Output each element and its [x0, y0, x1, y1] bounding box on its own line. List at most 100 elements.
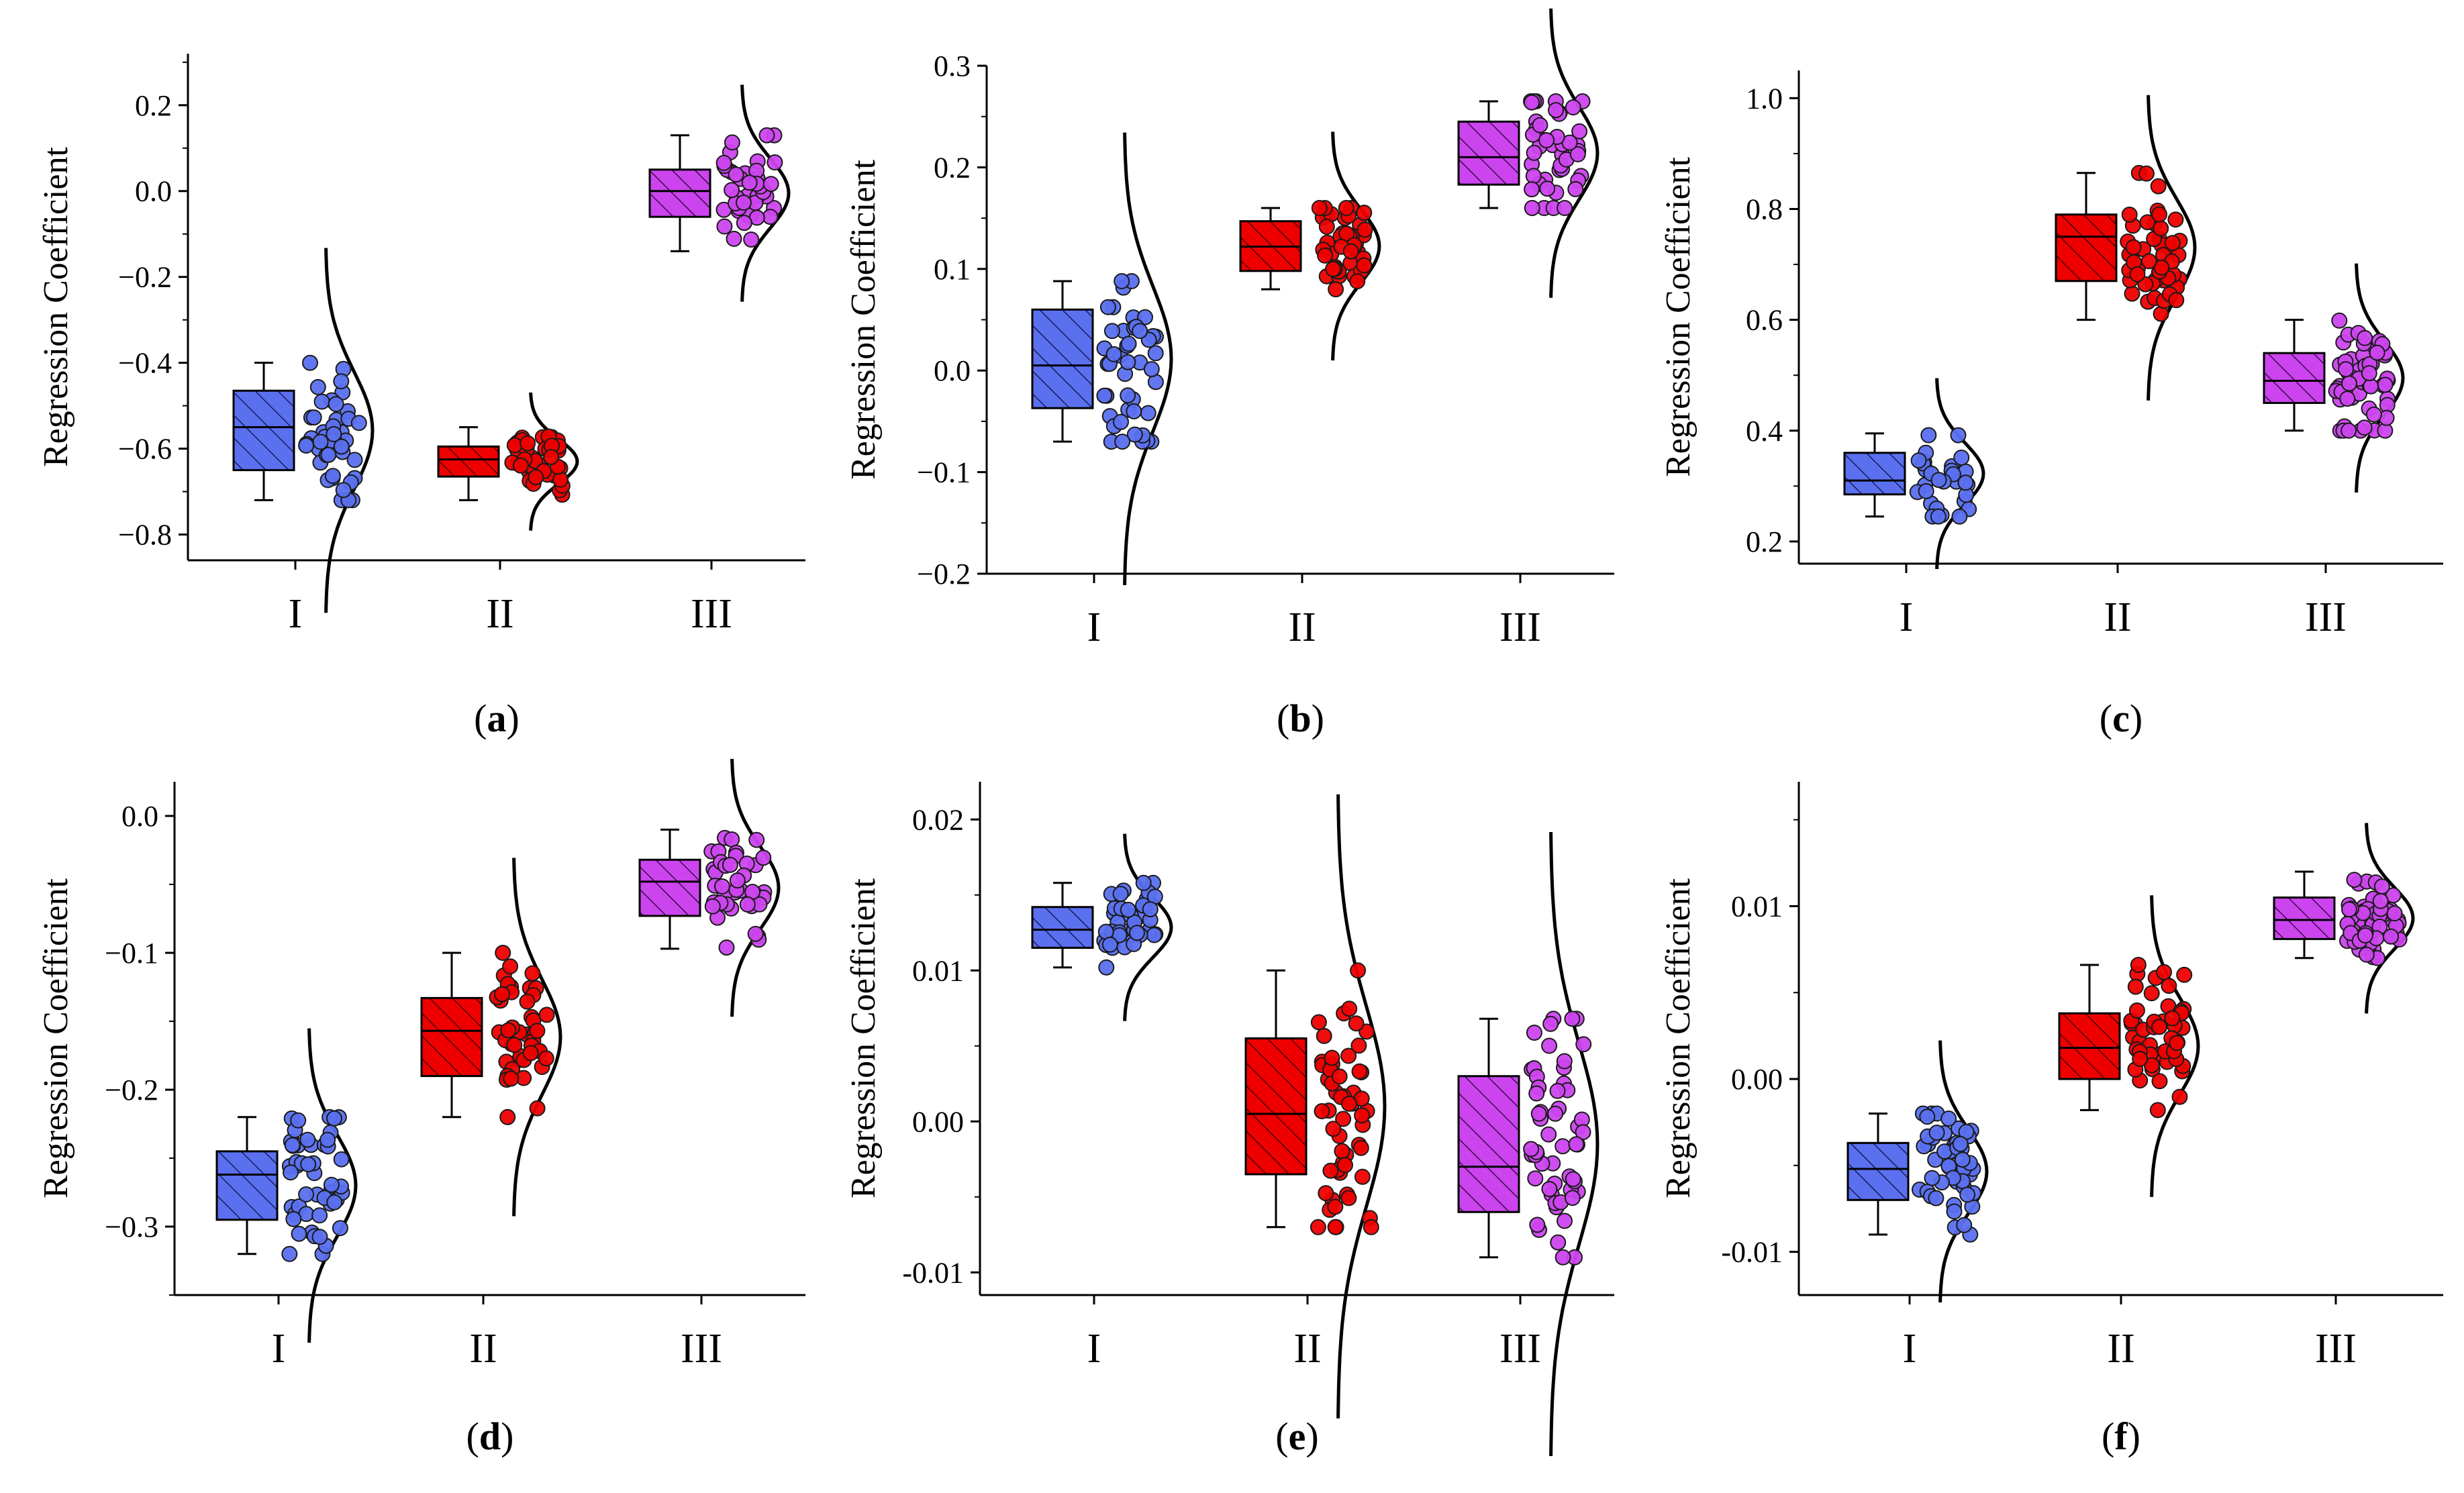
y-axis-title: Regression Coefficient [37, 146, 75, 467]
y-tick-label: 0.2 [934, 151, 971, 184]
data-point-III [2346, 872, 2363, 888]
data-point-I [1954, 1151, 1971, 1168]
data-point-II [2161, 978, 2177, 994]
data-point-II [1337, 1157, 1353, 1174]
data-point-II [2151, 1073, 2168, 1090]
x-tick-label: I [272, 1326, 286, 1372]
data-point-II [2130, 957, 2147, 973]
data-point-II [524, 965, 541, 982]
x-tick-label: III [1499, 605, 1541, 650]
data-point-II [1328, 281, 1344, 298]
distribution-curve [1935, 378, 1985, 570]
data-point-II [2149, 1102, 2166, 1119]
x-tick-label: II [486, 591, 513, 637]
data-point-III [2373, 878, 2390, 895]
data-point-II [1340, 1190, 1357, 1206]
data-point-III [2386, 905, 2403, 922]
x-tick-label: II [1288, 605, 1316, 650]
y-tick-label: 0.3 [934, 50, 971, 83]
box-I [1031, 308, 1094, 409]
box-I [1846, 1141, 1910, 1201]
data-point-III [1548, 102, 1564, 119]
box-III [1457, 1075, 1520, 1213]
y-axis-title: Regression Coefficient [1659, 156, 1697, 477]
data-point-II [2151, 206, 2167, 223]
data-point-III [1526, 1025, 1542, 1041]
panel-label: (f) [2102, 1414, 2140, 1458]
data-point-I [1096, 387, 1113, 404]
data-point-III [2377, 376, 2394, 393]
data-point-II [2132, 1051, 2149, 1067]
data-point-II [1354, 1168, 1371, 1185]
data-point-III [722, 856, 738, 873]
data-point-III [1540, 1126, 1557, 1143]
data-point-III [713, 878, 730, 894]
data-point-II [1341, 1000, 1358, 1017]
box-III [2263, 352, 2326, 405]
y-tick-label: −0.2 [105, 1074, 158, 1106]
data-point-III [1530, 1105, 1547, 1122]
data-point-I [1098, 959, 1115, 976]
data-point-II [495, 945, 511, 961]
data-point-I [1120, 336, 1137, 352]
y-tick-label: 0.00 [1731, 1063, 1783, 1096]
data-point-II [2151, 1019, 2167, 1035]
y-tick-label: 0.01 [1731, 890, 1783, 923]
data-point-I [309, 378, 326, 395]
data-point-II [538, 1050, 554, 1067]
data-point-I [328, 396, 344, 413]
x-tick-label: II [1293, 1326, 1321, 1372]
data-point-I [1112, 886, 1129, 903]
data-point-III [2365, 406, 2382, 423]
data-point-III [1524, 94, 1540, 111]
x-tick-label: III [2305, 595, 2347, 640]
x-tick-label: III [691, 591, 732, 637]
data-point-III [726, 230, 742, 247]
data-point-II [503, 1070, 520, 1087]
distribution-curve [1123, 833, 1173, 1021]
data-point-III [739, 896, 756, 913]
data-point-II [1327, 1219, 1344, 1235]
data-point-III [747, 925, 764, 942]
data-point-III [1555, 1249, 1571, 1266]
data-point-II [1349, 273, 1366, 290]
data-point-I [298, 437, 315, 454]
data-point-I [1956, 1217, 1973, 1233]
data-point-I [1950, 427, 1967, 444]
y-tick-label: 0.0 [135, 175, 172, 208]
data-point-III [2341, 375, 2357, 392]
distribution-curve [1549, 831, 1599, 1457]
data-point-III [758, 127, 775, 144]
data-point-II [1341, 1095, 1357, 1112]
data-point-I [300, 1156, 317, 1173]
data-point-II [2138, 165, 2155, 182]
data-point-III [1538, 132, 1555, 148]
x-tick-label: I [1903, 1326, 1917, 1372]
data-point-III [762, 176, 779, 193]
data-point-III [2361, 365, 2377, 382]
data-point-III [718, 939, 735, 956]
data-point-II [528, 469, 544, 486]
data-point-II [500, 1022, 517, 1039]
data-point-I [1103, 323, 1120, 340]
data-point-I [1099, 299, 1116, 315]
data-point-II [2153, 259, 2170, 276]
data-point-I [1135, 874, 1152, 891]
y-axis-title: Regression Coefficient [37, 878, 75, 1198]
x-tick-label: I [1087, 605, 1101, 650]
data-point-I [326, 1194, 343, 1211]
box-III [648, 168, 711, 218]
data-point-I [284, 1137, 301, 1153]
data-point-II [2164, 1010, 2181, 1027]
data-point-III [2369, 344, 2385, 361]
data-point-II [1354, 1107, 1371, 1124]
data-point-II [543, 449, 560, 466]
data-point-III [2340, 422, 2357, 439]
y-tick-label: 0.4 [1746, 415, 1783, 448]
distribution-curve [529, 392, 579, 531]
data-point-I [1113, 413, 1129, 430]
distribution-curve [1549, 8, 1599, 298]
data-point-II [1352, 1139, 1369, 1156]
